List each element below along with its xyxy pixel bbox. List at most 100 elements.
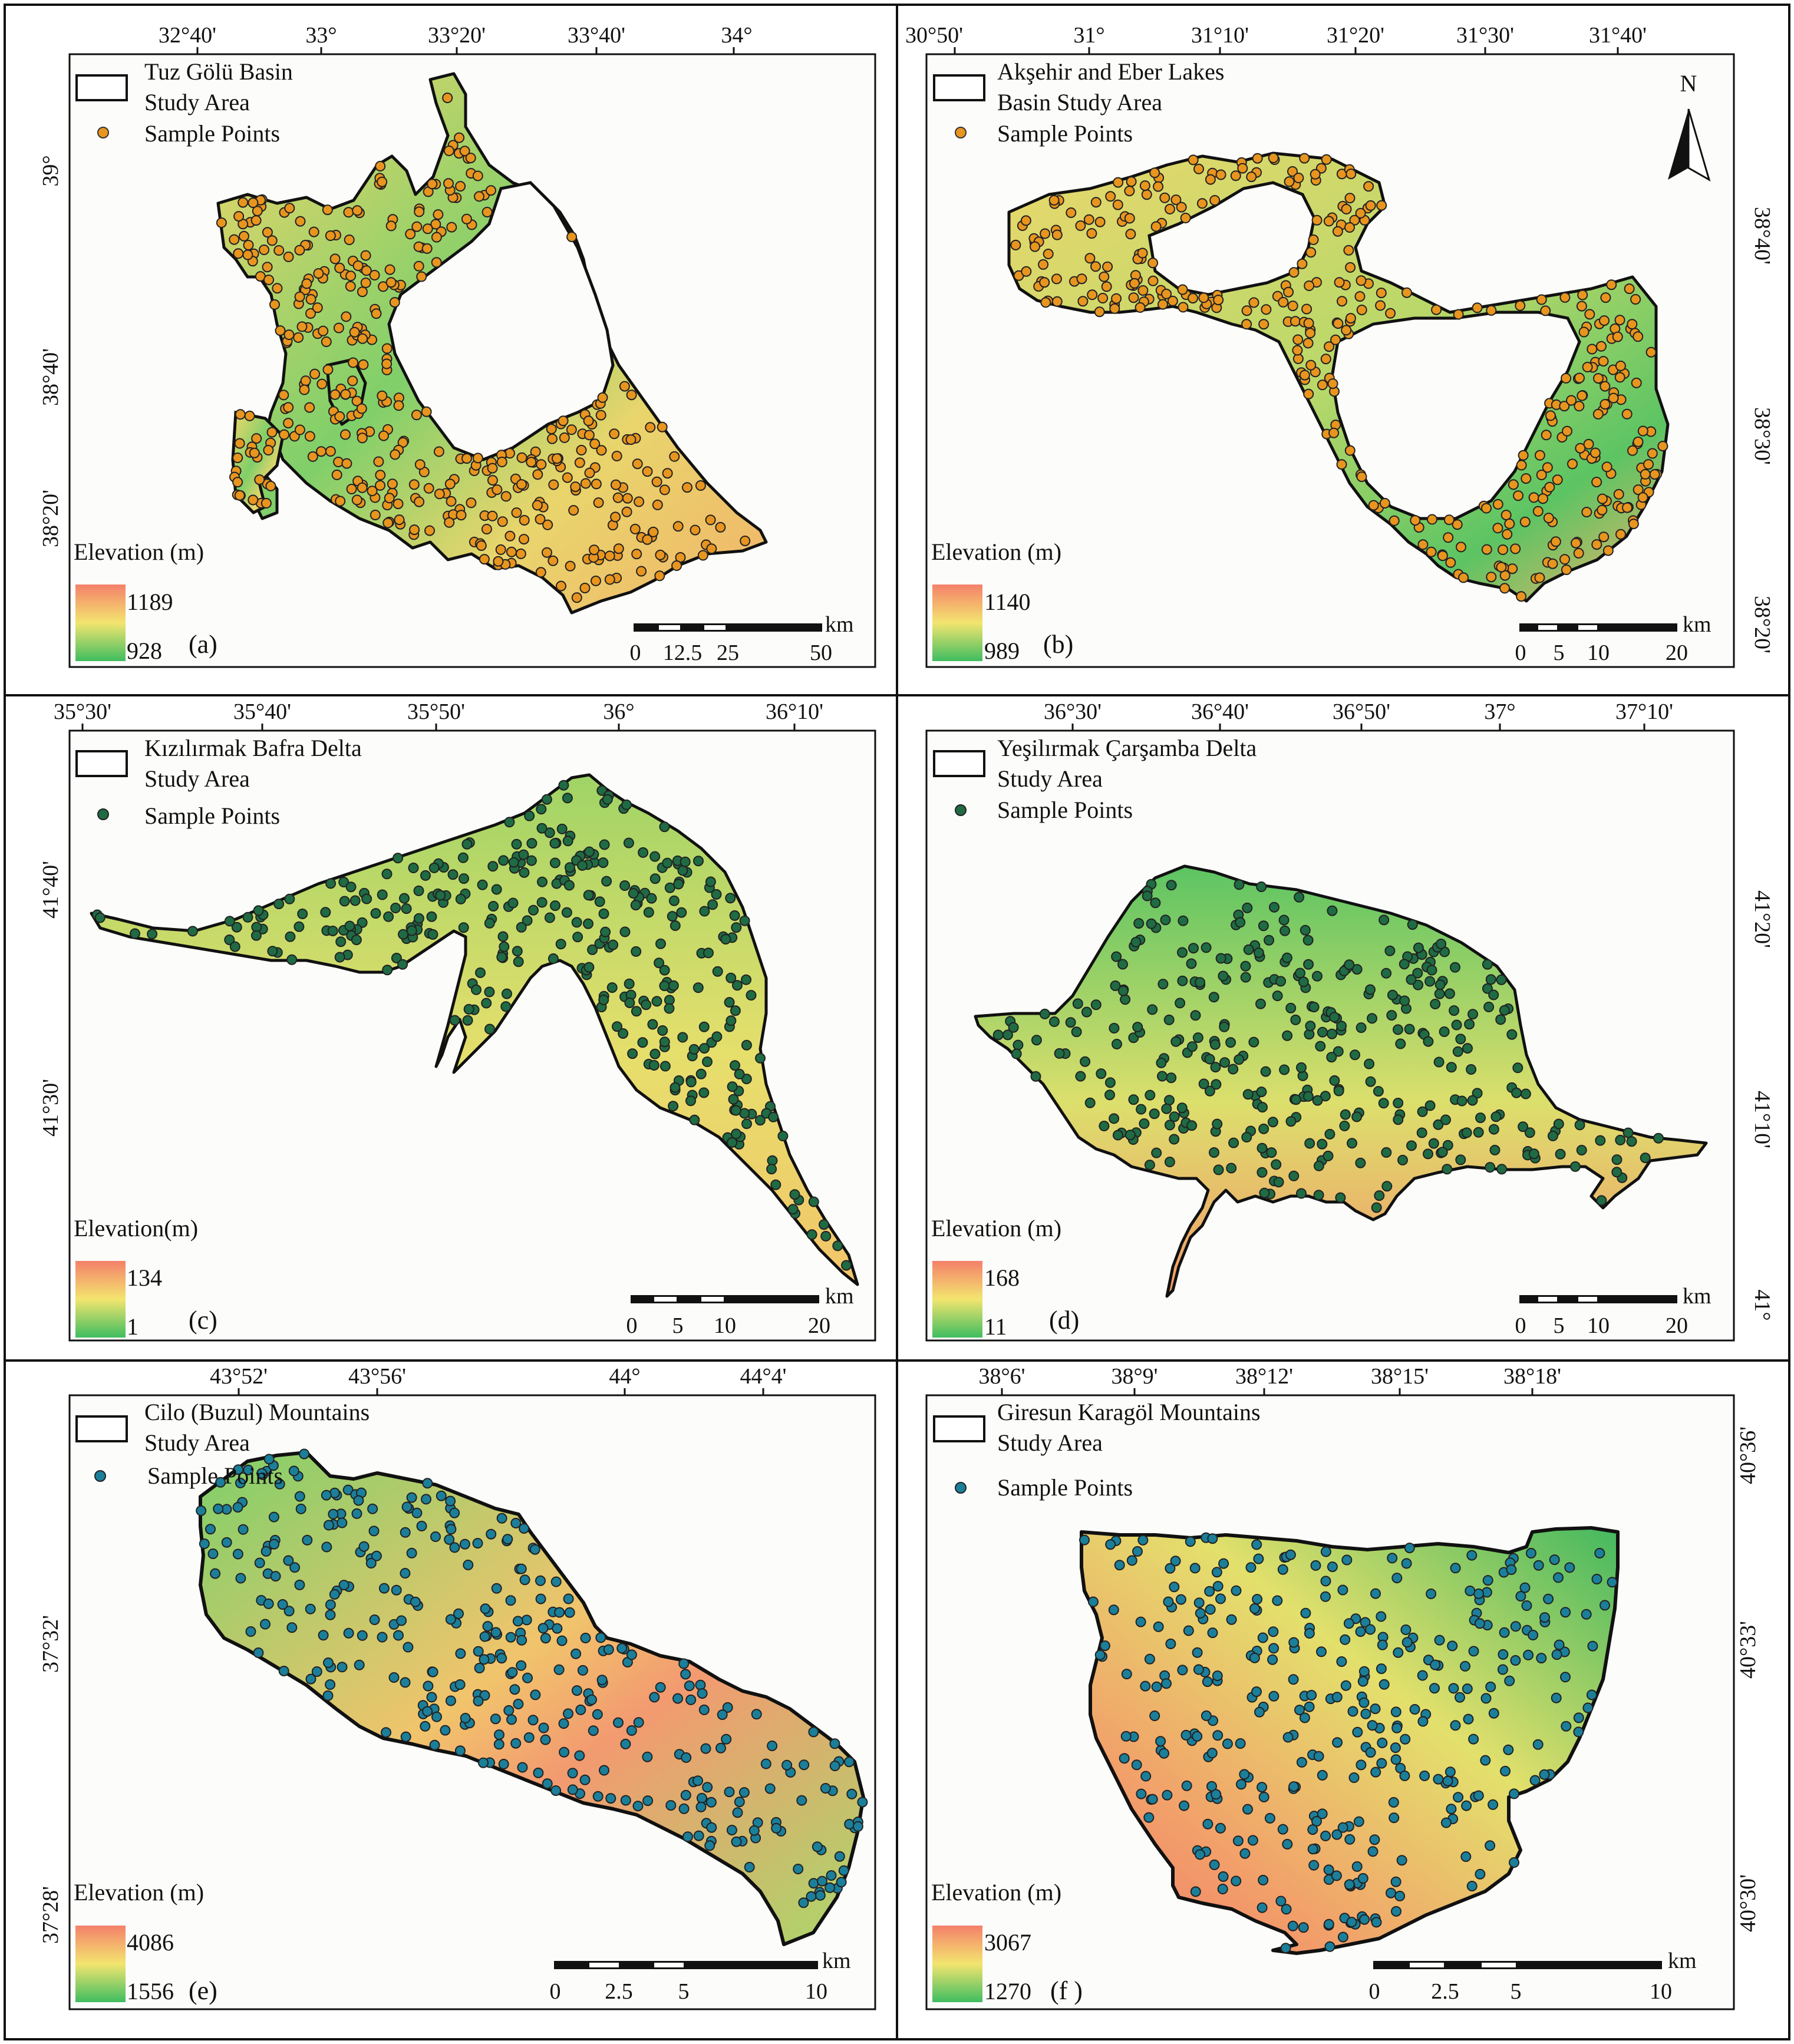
sample-point: [312, 302, 323, 313]
sample-point: [1657, 441, 1668, 452]
sample-point: [596, 1675, 608, 1686]
sample-point: [540, 1734, 551, 1745]
sample-point: [430, 219, 441, 230]
sample-point: [1611, 1167, 1622, 1178]
sample-point: [1363, 181, 1374, 192]
sample-point: [365, 1558, 377, 1569]
sample-point: [1163, 1014, 1175, 1025]
sample-point: [1125, 229, 1136, 240]
sample-point: [695, 1801, 707, 1812]
sample-point: [1066, 207, 1077, 218]
sample-point: [239, 230, 249, 242]
sample-point: [1393, 1098, 1404, 1108]
sample-point: [516, 1660, 527, 1671]
legend-swatch: [75, 74, 128, 101]
side-tick-label: 37°28': [38, 1886, 63, 1944]
sample-point: [592, 1709, 603, 1720]
elevation-title: Elevation(m): [74, 1215, 198, 1241]
study-area-polygon: [974, 864, 1708, 1298]
sample-point: [682, 482, 692, 493]
sample-point: [305, 1673, 316, 1685]
panel-label: (d): [1049, 1306, 1079, 1335]
sample-point: [308, 226, 319, 237]
sample-point: [265, 480, 276, 491]
sample-point: [604, 574, 615, 585]
sample-point: [1210, 1062, 1221, 1073]
sample-point: [808, 1196, 819, 1207]
sample-point: [294, 1579, 305, 1590]
sample-point: [1218, 970, 1229, 982]
sample-point: [1190, 1886, 1201, 1897]
sample-point: [1031, 1035, 1042, 1046]
sample-point: [681, 1752, 692, 1763]
sample-point: [357, 286, 368, 298]
sample-point: [564, 1607, 575, 1618]
sample-point: [1317, 1138, 1328, 1150]
top-tick-label: 44°4': [740, 1364, 786, 1389]
sample-point: [1268, 1643, 1279, 1654]
sample-point: [1275, 976, 1287, 987]
sample-point: [1450, 962, 1460, 973]
sample-point: [1564, 1562, 1575, 1573]
sample-point: [1348, 1772, 1360, 1783]
sample-point: [406, 925, 417, 936]
sample-point: [357, 333, 368, 344]
sample-point: [1239, 1848, 1251, 1859]
sample-point: [1377, 1738, 1388, 1748]
sample-point: [414, 206, 425, 217]
sample-point: [1577, 390, 1588, 401]
sample-point: [1532, 1739, 1544, 1750]
sample-point: [296, 321, 308, 332]
sample-point: [1498, 1649, 1509, 1660]
sample-point: [1434, 988, 1445, 999]
sample-point: [305, 294, 316, 305]
sample-point: [242, 912, 253, 923]
sample-point: [1177, 284, 1188, 295]
sample-point: [1485, 1840, 1496, 1851]
sample-point: [1190, 1010, 1201, 1021]
sample-point: [463, 1003, 474, 1015]
sample-point: [1427, 514, 1437, 525]
sample-points: [992, 879, 1664, 1213]
elevation-min: 989: [984, 638, 1020, 664]
sample-point: [487, 475, 498, 486]
sample-point: [400, 1568, 411, 1579]
sample-point: [789, 1189, 800, 1200]
panel-f: 38°6' 38°9' 38°12' 38°15' 38°18' 40°36' …: [925, 1364, 1760, 2010]
sample-point: [410, 1596, 421, 1607]
sample-point: [459, 1538, 470, 1550]
sample-point: [403, 1642, 414, 1653]
elevation-max: 4086: [127, 1929, 174, 1956]
scale-bar: [1519, 1295, 1677, 1303]
sample-point: [1288, 1170, 1300, 1181]
sample-point: [490, 1713, 501, 1725]
sample-point: [1390, 1876, 1401, 1887]
sample-point: [351, 494, 362, 506]
sample-point: [1355, 1157, 1366, 1168]
sample-point: [479, 554, 490, 565]
sample-point: [1065, 1017, 1076, 1028]
sample-point: [727, 1081, 738, 1092]
sample-point: [1485, 1162, 1496, 1173]
sample-point: [1463, 1713, 1474, 1725]
sample-point: [1591, 1574, 1602, 1584]
sample-point: [1576, 1145, 1587, 1155]
sample-point: [1409, 1704, 1420, 1715]
sample-point: [605, 1793, 616, 1804]
sample-point: [1195, 1607, 1206, 1619]
sample-point: [1452, 1046, 1463, 1057]
sample-point: [1637, 425, 1648, 437]
sample-point: [479, 1654, 490, 1665]
sample-point: [649, 1692, 660, 1703]
sample-point: [1020, 215, 1031, 226]
sample-point: [1305, 359, 1317, 371]
sample-point: [1485, 1681, 1496, 1692]
sample-point: [787, 1204, 799, 1215]
sample-point: [272, 283, 283, 294]
sample-point: [304, 431, 315, 442]
sample-point: [507, 1667, 518, 1678]
sample-point: [1428, 1138, 1439, 1149]
sample-point: [431, 232, 442, 243]
sample-point: [486, 1528, 497, 1540]
sample-point: [648, 526, 659, 537]
